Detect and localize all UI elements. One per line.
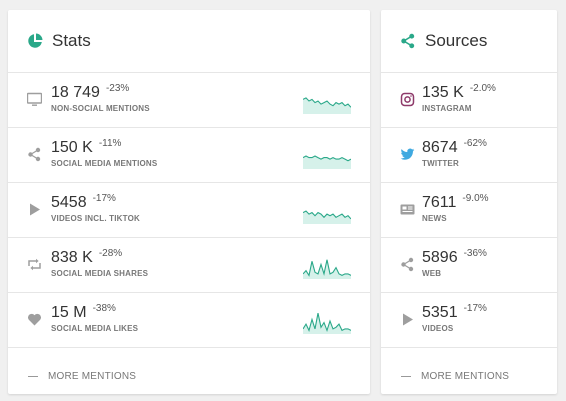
stats-title: Stats	[52, 31, 91, 50]
source-label: VIDEOS	[422, 324, 454, 333]
source-value: 5896	[422, 249, 458, 266]
sparkline-area	[303, 97, 351, 114]
stats-row-likes[interactable]: 15 M -38% SOCIAL MEDIA LIKES	[8, 293, 370, 348]
twitter-icon	[400, 147, 415, 162]
stat-value: 15 M	[51, 304, 87, 321]
stat-change: -38%	[92, 303, 116, 314]
stat-change: -28%	[98, 248, 123, 259]
dash-icon	[401, 375, 411, 377]
stats-row-videos[interactable]: 5458 -17% VIDEOS INCL. TIKTOK	[8, 183, 370, 238]
play-icon	[400, 312, 415, 327]
source-label: WEB	[422, 269, 442, 278]
stats-header: Stats	[8, 10, 370, 73]
sparkline-area	[303, 211, 351, 224]
monitor-icon	[26, 92, 43, 107]
more-mentions-label: MORE MENTIONS	[421, 370, 510, 382]
sparkline-line	[303, 259, 351, 277]
sparkline-line	[303, 312, 351, 333]
source-value: 8674	[422, 139, 458, 156]
more-mentions-label: MORE MENTIONS	[48, 370, 137, 382]
stat-change: -17%	[92, 193, 116, 204]
source-row-instagram[interactable]: 135 K -2.0% INSTAGRAM	[381, 73, 557, 128]
dash-icon	[28, 375, 38, 377]
source-row-news[interactable]: 7611 -9.0% NEWS	[381, 183, 557, 238]
sparkline	[303, 312, 351, 334]
heart-icon	[27, 312, 42, 327]
source-label: INSTAGRAM	[422, 104, 472, 113]
play-icon	[27, 202, 42, 217]
stat-value: 18 749	[51, 84, 100, 101]
sparkline	[303, 259, 351, 279]
instagram-icon	[400, 92, 415, 107]
source-label: NEWS	[422, 214, 447, 223]
share-icon	[27, 147, 42, 162]
stat-value: 5458	[51, 194, 87, 211]
stat-value: 150 K	[51, 139, 93, 156]
news-icon	[400, 202, 415, 217]
retweet-icon	[27, 257, 42, 272]
stat-value: 838 K	[51, 249, 93, 266]
source-change: -9.0%	[462, 193, 489, 204]
stats-row-non-social[interactable]: 18 749 -23% NON-SOCIAL MENTIONS	[8, 73, 370, 128]
source-value: 5351	[422, 304, 458, 321]
stat-label: NON-SOCIAL MENTIONS	[51, 104, 150, 113]
source-change: -62%	[463, 138, 487, 149]
sources-card: Sources 135 K -2.0% INSTAGRAM	[381, 10, 557, 394]
sources-title: Sources	[425, 31, 488, 50]
source-change: -17%	[463, 303, 487, 314]
more-mentions-button[interactable]: MORE MENTIONS	[381, 348, 557, 401]
source-row-web[interactable]: 5896 -36% WEB	[381, 238, 557, 293]
share-icon	[400, 257, 415, 272]
stat-change: -11%	[98, 138, 122, 149]
stat-change: -23%	[105, 83, 130, 94]
sparkline-line	[303, 155, 351, 162]
stat-label: SOCIAL MEDIA SHARES	[51, 269, 149, 278]
more-mentions-button[interactable]: MORE MENTIONS	[8, 348, 370, 401]
sparkline	[303, 97, 351, 114]
source-change: -2.0%	[469, 83, 496, 94]
stats-card: Stats 18 749 -23% NON-SOCIAL MENTIONS	[8, 10, 370, 394]
source-row-videos[interactable]: 5351 -17% VIDEOS	[381, 293, 557, 348]
sources-header: Sources	[381, 10, 557, 73]
stats-row-shares[interactable]: 838 K -28% SOCIAL MEDIA SHARES	[8, 238, 370, 293]
source-row-twitter[interactable]: 8674 -62% TWITTER	[381, 128, 557, 183]
sparkline-line	[303, 97, 351, 108]
sparkline-line	[303, 210, 351, 220]
source-label: TWITTER	[422, 159, 459, 168]
source-value: 135 K	[422, 84, 464, 101]
share-icon	[400, 33, 416, 49]
sparkline	[303, 210, 351, 224]
source-value: 7611	[422, 194, 457, 211]
stats-row-social-media-mentions[interactable]: 150 K -11% SOCIAL MEDIA MENTIONS	[8, 128, 370, 183]
sparkline-area	[303, 313, 351, 334]
stat-label: SOCIAL MEDIA LIKES	[51, 324, 139, 333]
source-change: -36%	[463, 248, 487, 259]
stat-label: VIDEOS INCL. TIKTOK	[51, 214, 140, 223]
stat-label: SOCIAL MEDIA MENTIONS	[51, 159, 158, 168]
pie-chart-icon	[27, 33, 43, 49]
sparkline	[303, 155, 351, 169]
